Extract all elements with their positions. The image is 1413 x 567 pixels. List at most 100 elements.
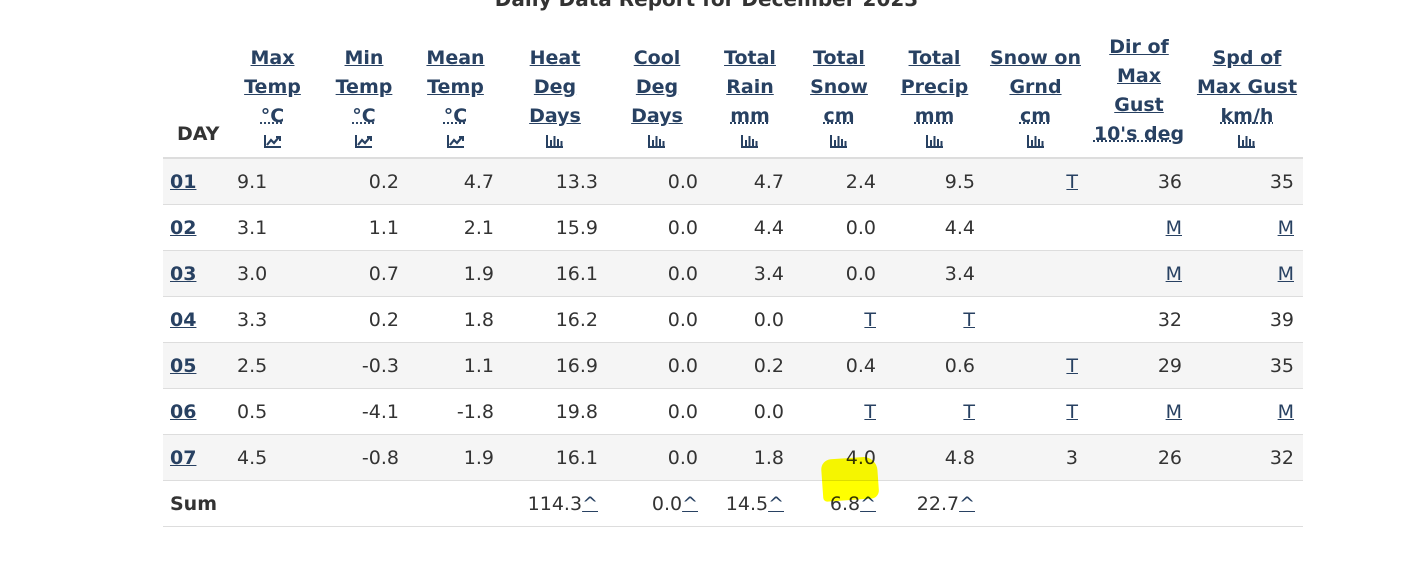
flag-link[interactable]: T <box>963 400 975 423</box>
data-cell: 0.6 <box>885 342 984 389</box>
header-text[interactable]: Total <box>813 47 865 69</box>
data-cell: 2.4 <box>793 158 885 205</box>
day-link[interactable]: 06 <box>170 400 197 423</box>
day-link[interactable]: 04 <box>170 308 197 331</box>
flag-link[interactable]: T <box>1066 170 1078 193</box>
day-link[interactable]: 07 <box>170 446 197 469</box>
data-cell: T <box>984 342 1087 389</box>
sum-flag[interactable]: ^ <box>768 492 784 515</box>
header-unit: cm <box>1019 105 1052 127</box>
flag-link[interactable]: M <box>1165 216 1182 239</box>
data-cell: 35 <box>1191 342 1303 389</box>
header-text[interactable]: Max <box>250 47 295 69</box>
data-cell: 3.1 <box>225 204 320 251</box>
day-link[interactable]: 02 <box>170 216 197 239</box>
data-cell: 16.1 <box>503 434 607 481</box>
header-text[interactable]: Grnd <box>1009 76 1062 98</box>
cell-value: 0.0 <box>667 308 698 331</box>
flag-link[interactable]: T <box>1066 400 1078 423</box>
chart-icon[interactable] <box>354 133 374 149</box>
header-text[interactable]: Deg <box>635 76 679 98</box>
chart-icon[interactable] <box>925 133 945 149</box>
header-text[interactable]: Snow on <box>989 47 1081 69</box>
cell-value: 1.9 <box>463 262 494 285</box>
header-text[interactable]: Mean <box>426 47 485 69</box>
cell-value: 0.6 <box>944 354 975 377</box>
data-cell: T <box>885 296 984 343</box>
flag-link[interactable]: M <box>1277 400 1294 423</box>
cell-value: 4.7 <box>463 170 494 193</box>
data-cell: 0.0 <box>607 204 707 251</box>
data-cell: 1.1 <box>320 204 408 251</box>
header-text[interactable]: Temp <box>335 76 393 98</box>
sum-flag[interactable]: ^ <box>682 492 698 515</box>
header-text[interactable]: Temp <box>244 76 301 98</box>
sum-flag[interactable]: ^ <box>582 492 598 515</box>
header-text[interactable]: Cool <box>633 47 681 69</box>
cell-value: 16.1 <box>555 262 598 285</box>
data-cell: M <box>1191 204 1303 251</box>
sum-cell <box>225 480 320 527</box>
flag-link[interactable]: T <box>1066 354 1078 377</box>
header-text[interactable]: Deg <box>533 76 577 98</box>
data-cell: 32 <box>1087 296 1191 343</box>
header-text[interactable]: Max <box>1117 65 1161 87</box>
cell-value: 1.1 <box>368 216 399 239</box>
header-text[interactable]: Total <box>724 47 776 69</box>
column-header: Total Rain mm <box>707 33 793 159</box>
header-text[interactable]: Precip <box>900 76 969 98</box>
chart-icon[interactable] <box>446 133 466 149</box>
flag-link[interactable]: M <box>1165 400 1182 423</box>
sum-flag[interactable]: ^ <box>959 492 975 515</box>
header-text[interactable]: Gust <box>1114 94 1164 116</box>
data-cell: 0.0 <box>607 388 707 435</box>
header-text[interactable]: Min <box>344 47 384 69</box>
chart-icon[interactable] <box>263 133 283 149</box>
chart-icon[interactable] <box>545 133 565 149</box>
chart-icon[interactable] <box>829 133 849 149</box>
flag-link[interactable]: T <box>864 308 876 331</box>
header-text[interactable]: Days <box>631 105 683 127</box>
column-header: Spd of Max Gust km/h <box>1191 33 1303 159</box>
cell-value: 4.5 <box>237 446 268 469</box>
header-unit: °C <box>443 105 468 127</box>
header-text[interactable]: Temp <box>427 76 484 98</box>
flag-link[interactable]: T <box>963 308 975 331</box>
day-link[interactable]: 03 <box>170 262 197 285</box>
header-text[interactable]: Days <box>529 105 581 127</box>
cell-value: 0.0 <box>667 400 698 423</box>
flag-link[interactable]: M <box>1277 262 1294 285</box>
flag-link[interactable]: M <box>1277 216 1294 239</box>
cell-value: 0.0 <box>667 216 698 239</box>
day-cell: 05 <box>163 342 225 389</box>
data-cell: 4.5 <box>225 434 320 481</box>
header-text[interactable]: Snow <box>810 76 868 98</box>
header-text[interactable]: Dir of <box>1109 36 1169 58</box>
day-link[interactable]: 01 <box>170 170 197 193</box>
cell-value: 0.7 <box>368 262 399 285</box>
chart-icon[interactable] <box>1237 133 1257 149</box>
sum-value: 14.5 <box>725 492 769 515</box>
chart-icon[interactable] <box>1026 133 1046 149</box>
column-header: Dir of Max Gust 10's deg <box>1087 33 1191 159</box>
cell-value: 0.0 <box>667 262 698 285</box>
chart-icon[interactable] <box>647 133 667 149</box>
flag-link[interactable]: M <box>1165 262 1182 285</box>
data-cell: M <box>1087 388 1191 435</box>
flag-link[interactable]: T <box>864 400 876 423</box>
column-header: Heat Deg Days <box>503 33 607 159</box>
chart-icon[interactable] <box>740 133 760 149</box>
header-text[interactable]: Total <box>908 47 961 69</box>
header-text[interactable]: Rain <box>726 76 774 98</box>
header-text[interactable]: Heat <box>529 47 581 69</box>
cell-value: 35 <box>1269 354 1294 377</box>
header-text[interactable]: Max Gust <box>1196 76 1298 98</box>
data-cell: 2.5 <box>225 342 320 389</box>
cell-value: 9.5 <box>944 170 975 193</box>
header-text[interactable]: Spd of <box>1212 47 1282 69</box>
data-cell: 1.1 <box>408 342 503 389</box>
cell-value: 0.0 <box>845 216 876 239</box>
day-link[interactable]: 05 <box>170 354 197 377</box>
data-cell: 36 <box>1087 158 1191 205</box>
